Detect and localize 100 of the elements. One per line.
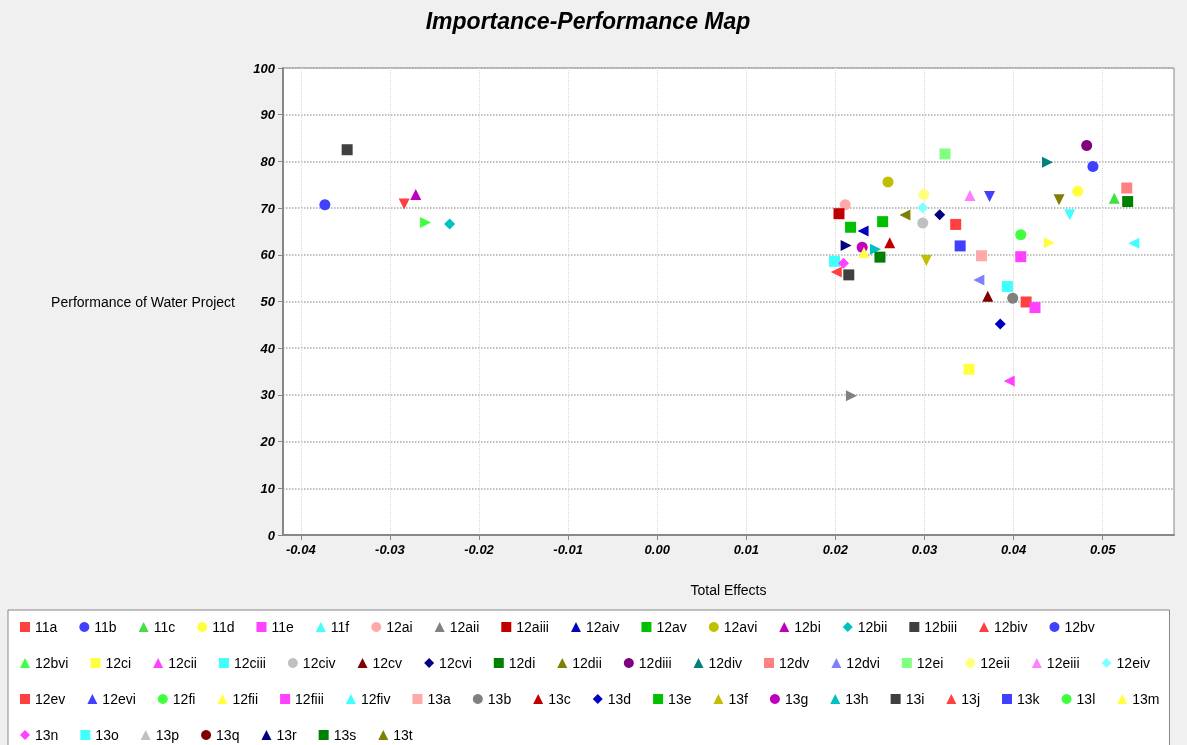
point: [837, 257, 849, 269]
y-tick-label: 70: [260, 200, 276, 216]
x-tick-label: 0.03: [911, 542, 938, 557]
legend-label: 13e: [668, 691, 692, 707]
y-tick-label: 60: [260, 247, 276, 263]
legend-label: 12aii: [449, 619, 480, 635]
y-tick-label: 90: [260, 107, 276, 123]
legend-label: 12div: [708, 655, 742, 671]
legend-label: 13f: [728, 691, 749, 707]
point: [319, 199, 331, 211]
legend-label: 12ciii: [233, 655, 266, 671]
legend-label: 11a: [35, 619, 58, 635]
y-tick-label: 20: [259, 434, 276, 450]
x-tick-label: -0.02: [464, 542, 495, 557]
x-tick-label: 0.00: [644, 542, 671, 557]
legend-label: 11e: [271, 619, 295, 635]
legend-label: 13l: [1076, 691, 1096, 707]
point: [1072, 185, 1084, 197]
point: [1064, 209, 1076, 221]
legend-label: 12cv: [372, 655, 403, 671]
point: [874, 251, 886, 263]
legend-label: 12cii: [168, 655, 197, 671]
point: [1001, 281, 1013, 293]
point: [963, 363, 975, 375]
legend-label: 13j: [961, 691, 980, 707]
legend-label: 12dii: [572, 655, 602, 671]
point: [845, 390, 857, 402]
y-tick-label: 30: [260, 387, 276, 403]
point: [984, 190, 996, 202]
point: [1020, 296, 1032, 308]
legend-label: 12eii: [980, 655, 1010, 671]
point: [1043, 237, 1055, 249]
legend-label: 11c: [153, 619, 176, 635]
legend-label: 12biv: [994, 619, 1028, 635]
point: [882, 176, 894, 188]
point: [917, 217, 929, 229]
legend-label: 13s: [333, 727, 357, 743]
legend-label: 12ei: [916, 655, 944, 671]
legend-label: 12av: [656, 619, 687, 635]
point: [1128, 237, 1140, 249]
point: [840, 239, 852, 251]
x-tick-label: 0.02: [822, 542, 849, 557]
chart-title: Importance-Performance Map: [425, 7, 751, 34]
legend-label: 13a: [427, 691, 452, 707]
point: [843, 269, 855, 281]
x-tick-label: -0.04: [286, 542, 317, 557]
point: [1053, 194, 1065, 206]
legend-label: 12fiii: [295, 691, 324, 707]
point: [877, 216, 889, 228]
legend-label: 13o: [95, 727, 119, 743]
legend-label: 12fii: [232, 691, 259, 707]
legend-label: 12aiii: [516, 619, 549, 635]
legend-label: 12di: [508, 655, 536, 671]
legend-label: 13r: [276, 727, 298, 743]
point: [899, 209, 911, 221]
legend-label: 12bii: [857, 619, 888, 635]
point: [1007, 292, 1019, 304]
legend-label: 13q: [216, 727, 240, 743]
point: [918, 189, 930, 201]
point: [917, 202, 929, 214]
legend-label: 13p: [155, 727, 180, 743]
x-axis-title: Total Effects: [690, 582, 767, 598]
legend-label: 13g: [784, 691, 809, 707]
point: [839, 199, 851, 211]
point: [976, 250, 988, 262]
point: [982, 290, 994, 302]
y-tick-label: 0: [267, 527, 276, 543]
y-tick-label: 100: [253, 60, 276, 76]
point: [964, 189, 976, 201]
legend-label: 12eiii: [1046, 655, 1080, 671]
point: [398, 198, 410, 210]
point: [1081, 140, 1093, 152]
legend-label: 13c: [548, 691, 571, 707]
legend-label: 12bv: [1064, 619, 1095, 635]
point: [1087, 161, 1099, 173]
point: [444, 218, 456, 230]
legend-label: 12evi: [102, 691, 136, 707]
x-tick-label: 0.05: [1090, 542, 1117, 557]
point: [341, 144, 353, 156]
point: [973, 274, 985, 286]
legend-label: 13m: [1132, 691, 1160, 707]
point: [833, 208, 845, 220]
legend-label: 12diii: [638, 655, 672, 671]
y-tick-label: 80: [260, 153, 276, 169]
legend-label: 11b: [94, 619, 117, 635]
point: [1041, 156, 1053, 168]
legend-label: 12bvi: [35, 655, 69, 671]
legend-label: 12aiv: [585, 619, 620, 635]
point: [1015, 229, 1027, 241]
legend-label: 12ai: [386, 619, 413, 635]
point: [939, 148, 951, 160]
point: [870, 243, 882, 255]
y-axis-title: Performance of Water Project: [51, 293, 236, 310]
legend-label: 12bi: [794, 619, 821, 635]
legend-label: 13i: [905, 691, 925, 707]
point: [884, 237, 896, 249]
legend-label: 13h: [845, 691, 869, 707]
point: [1108, 192, 1120, 204]
legend-label: 12fiv: [360, 691, 391, 707]
point: [1029, 302, 1041, 314]
